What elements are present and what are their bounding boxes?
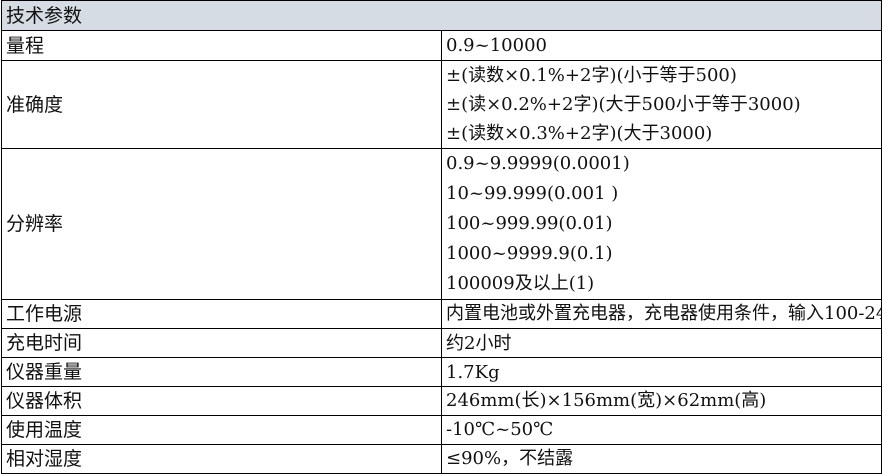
row-value: ±(读数×0.1%+2字)(小于等于500) ±(读×0.2%+2字)(大于50… (441, 60, 882, 149)
value-line: 1.7Kg (446, 361, 500, 383)
value-line: 246mm(长)×156mm(宽)×62mm(高) (446, 390, 767, 411)
row-value: 0.9~10000 (441, 30, 882, 61)
row-label: 工作电源 (1, 299, 442, 329)
value-line: 约2小时 (446, 332, 512, 354)
row-value: ≤90%，不结露 (441, 444, 882, 474)
row-value: -10℃~50℃ (441, 415, 882, 445)
table-row: 相对湿度 ≤90%，不结露 (1, 444, 882, 474)
value-line: 1000~9999.9(0.1) (446, 243, 613, 264)
value-line: 100~999.99(0.01) (446, 213, 613, 234)
row-value: 内置电池或外置充电器，充电器使用条件，输入100-240VAC，50/60HZ (441, 299, 882, 329)
table-row: 充电时间 约2小时 (1, 328, 882, 358)
table-row: 使用温度 -10℃~50℃ (1, 415, 882, 445)
row-label: 相对湿度 (1, 444, 442, 474)
row-label: 仪器体积 (1, 386, 442, 416)
value-line: ±(读数×0.1%+2字)(小于等于500) (446, 65, 737, 86)
table-row: 准确度 ±(读数×0.1%+2字)(小于等于500) ±(读×0.2%+2字)(… (1, 60, 882, 149)
table-row: 仪器体积 246mm(长)×156mm(宽)×62mm(高) (1, 386, 882, 416)
value-line: 100009及以上(1) (446, 273, 595, 294)
table-row: 仪器重量 1.7Kg (1, 357, 882, 387)
row-label: 量程 (1, 30, 442, 61)
row-value: 约2小时 (441, 328, 882, 358)
row-label: 仪器重量 (1, 357, 442, 387)
value-line: ≤90%，不结露 (446, 448, 574, 469)
table-row: 工作电源 内置电池或外置充电器，充电器使用条件，输入100-240VAC，50/… (1, 299, 882, 329)
value-line: -10℃~50℃ (446, 419, 554, 440)
row-value: 246mm(长)×156mm(宽)×62mm(高) (441, 386, 882, 416)
value-line: ±(读×0.2%+2字)(大于500小于等于3000) (446, 94, 801, 115)
row-value: 1.7Kg (441, 357, 882, 387)
table-header-row: 技术参数 (1, 0, 882, 31)
table-row: 分辨率 0.9~9.9999(0.0001) 10~99.999(0.001 )… (1, 148, 882, 300)
table-row: 量程 0.9~10000 (1, 30, 882, 61)
value-line: 10~99.999(0.001 ) (446, 183, 619, 204)
row-label: 准确度 (1, 60, 442, 149)
row-label: 使用温度 (1, 415, 442, 445)
row-value: 0.9~9.9999(0.0001) 10~99.999(0.001 ) 100… (441, 148, 882, 300)
row-label: 充电时间 (1, 328, 442, 358)
value-line: 0.9~10000 (446, 35, 547, 56)
value-line: ±(读数×0.3%+2字)(大于3000) (446, 123, 713, 144)
table-title: 技术参数 (1, 0, 882, 31)
value-line: 0.9~9.9999(0.0001) (446, 153, 630, 174)
value-line: 内置电池或外置充电器，充电器使用条件，输入100-240VAC，50/60HZ (446, 303, 881, 324)
row-label: 分辨率 (1, 148, 442, 300)
